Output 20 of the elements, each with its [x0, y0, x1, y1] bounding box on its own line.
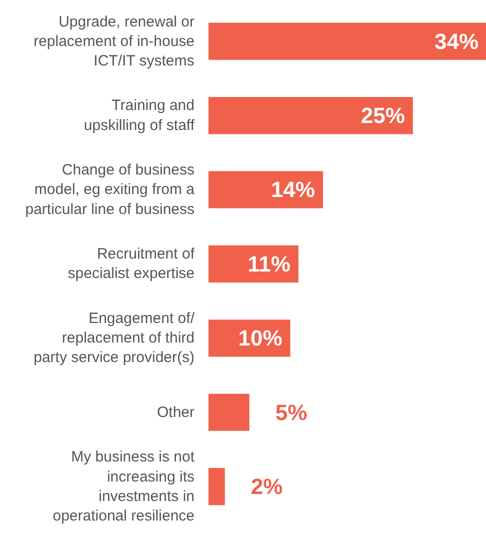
- data-label: 34%: [434, 28, 479, 54]
- y-tick-label: Change of business model, eg exiting from a particular line of business: [25, 162, 196, 218]
- y-tick-label: Recruitment of specialist expertise: [68, 246, 196, 282]
- bar: [208, 22, 486, 60]
- bar: [208, 171, 323, 208]
- y-tick-label: Engagement of/ replacement of third party service provider(s): [34, 310, 196, 366]
- bar: [208, 96, 413, 134]
- data-label: 14%: [270, 177, 315, 202]
- data-label: 11%: [248, 251, 290, 276]
- y-tick-label: Upgrade, renewal or replacement of in-house ICT/IT systems: [34, 13, 195, 70]
- data-label: 10%: [238, 326, 282, 351]
- data-label: 2%: [250, 474, 283, 500]
- y-tick-label: Training and upskilling of staff: [84, 97, 196, 134]
- data-label: 5%: [275, 400, 308, 425]
- y-tick-label: My business is not increasing its investments in operational resilience: [52, 448, 196, 524]
- y-tick-label: Other: [156, 404, 195, 421]
- bar: [208, 245, 298, 282]
- data-label: 25%: [360, 103, 405, 128]
- bar: [208, 468, 225, 506]
- bar: [208, 394, 250, 431]
